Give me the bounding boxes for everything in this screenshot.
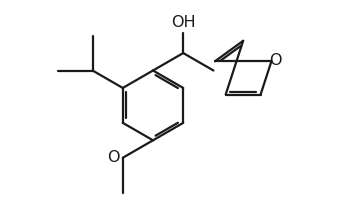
Text: O: O: [107, 150, 120, 165]
Text: OH: OH: [171, 15, 196, 30]
Text: O: O: [269, 52, 282, 68]
